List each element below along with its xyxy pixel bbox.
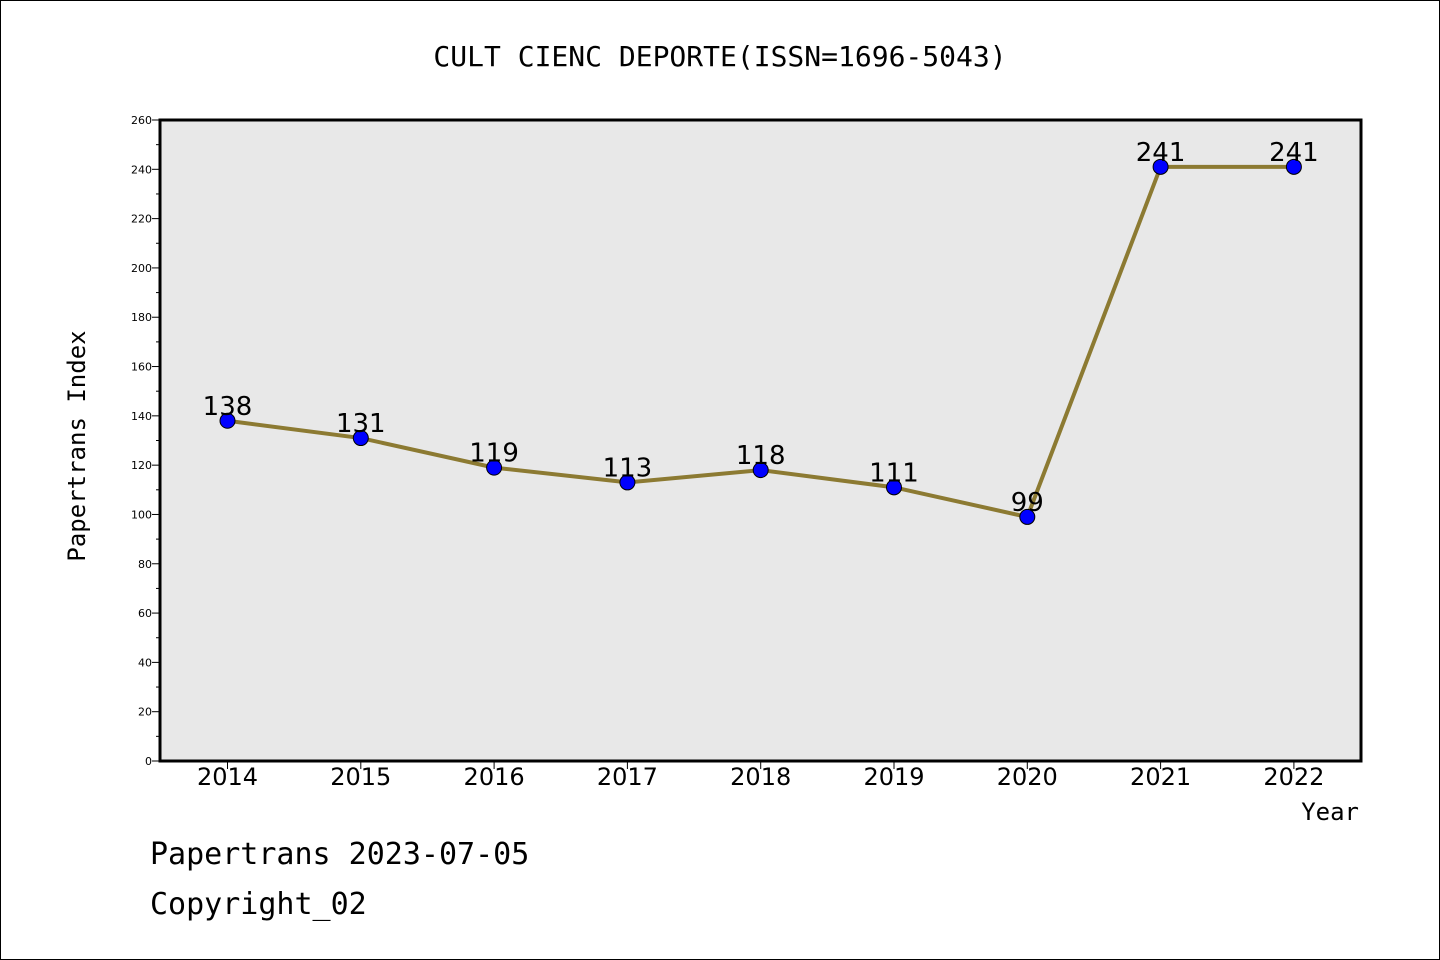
y-tick-label: 220 bbox=[131, 213, 152, 226]
data-markers bbox=[219, 158, 1302, 525]
y-tick-label: 0 bbox=[145, 755, 152, 768]
x-axis-ticks: 2014 2015 2016 2017 2018 2019 2020 2021 2022 bbox=[197, 761, 1324, 791]
x-tick-label: 2020 bbox=[997, 763, 1058, 791]
y-tick-label: 60 bbox=[138, 607, 152, 620]
data-point bbox=[1152, 158, 1169, 175]
y-tick-label: 160 bbox=[131, 361, 152, 374]
data-label: 111 bbox=[869, 458, 919, 488]
y-tick-label: 80 bbox=[138, 558, 152, 571]
data-point bbox=[619, 474, 636, 491]
data-point bbox=[1285, 158, 1302, 175]
plot-border bbox=[158, 118, 1363, 763]
y-tick-label: 120 bbox=[131, 459, 152, 472]
x-axis-label: Year bbox=[1301, 798, 1359, 826]
data-point bbox=[219, 412, 236, 429]
x-tick-label: 2021 bbox=[1130, 763, 1191, 791]
y-tick-label: 240 bbox=[131, 163, 152, 176]
x-tick-label: 2018 bbox=[730, 763, 791, 791]
chart-title: CULT CIENC DEPORTE(ISSN=1696-5043) bbox=[433, 40, 1006, 73]
y-tick-label: 40 bbox=[138, 656, 152, 669]
data-label: 131 bbox=[336, 409, 386, 439]
y-axis-ticks: 0 20 40 60 80 100 120 140 160 180 200 220 240 260 bbox=[131, 114, 160, 768]
data-label: 241 bbox=[1136, 138, 1186, 168]
y-tick-label: 20 bbox=[138, 706, 152, 719]
y-tick-label: 260 bbox=[131, 114, 152, 127]
data-point bbox=[486, 459, 503, 476]
data-label: 138 bbox=[203, 392, 253, 422]
y-tick-label: 140 bbox=[131, 410, 152, 423]
data-label: 113 bbox=[603, 453, 653, 483]
x-tick-label: 2019 bbox=[863, 763, 924, 791]
data-label: 99 bbox=[1011, 488, 1044, 518]
y-tick-label: 180 bbox=[131, 311, 152, 324]
x-tick-label: 2014 bbox=[197, 763, 258, 791]
x-tick-label: 2015 bbox=[330, 763, 391, 791]
data-label: 118 bbox=[736, 441, 786, 471]
y-tick-label: 200 bbox=[131, 262, 152, 275]
y-axis-label: Papertrans Index bbox=[63, 330, 91, 561]
data-label: 241 bbox=[1269, 138, 1319, 168]
x-tick-label: 2017 bbox=[597, 763, 658, 791]
data-point bbox=[886, 479, 902, 496]
footer-copyright: Copyright_02 bbox=[150, 887, 367, 922]
y-tick-label: 100 bbox=[131, 508, 152, 521]
x-tick-label: 2022 bbox=[1263, 763, 1324, 791]
data-point bbox=[752, 462, 769, 479]
x-tick-label: 2016 bbox=[464, 763, 525, 791]
footer-date: Papertrans 2023-07-05 bbox=[150, 837, 529, 872]
data-label: 119 bbox=[469, 439, 519, 469]
data-point bbox=[352, 430, 369, 447]
data-point bbox=[1019, 508, 1036, 525]
data-labels: 138 131 119 113 118 111 99 241 241 bbox=[203, 138, 1319, 518]
